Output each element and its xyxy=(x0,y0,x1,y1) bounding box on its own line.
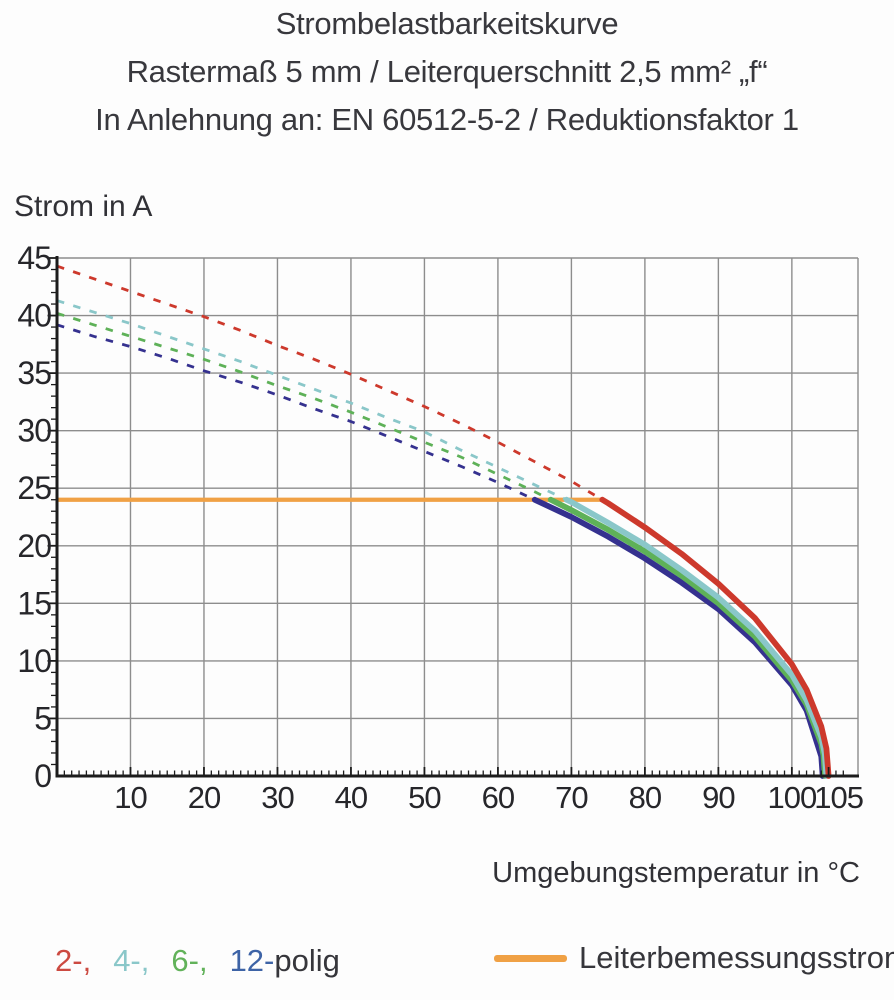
title-line-3: In Anlehnung an: EN 60512-5-2 / Reduktio… xyxy=(95,102,799,137)
rated-current-swatch-icon xyxy=(494,954,567,962)
y-tick-label: 15 xyxy=(17,585,51,621)
y-tick-label: 25 xyxy=(17,470,51,506)
legend-12-number: 12- xyxy=(229,943,275,978)
legend-rated-current: Leiterbemessungsstrom xyxy=(494,941,894,975)
curve-6-polig-solid xyxy=(547,496,828,779)
x-tick-label: 40 xyxy=(335,780,368,815)
x-tick-label: 60 xyxy=(482,780,515,815)
curve-12-polig-dashed xyxy=(56,323,536,501)
curve-2-polig-solid xyxy=(599,496,832,779)
y-tick-label: 30 xyxy=(17,413,51,449)
curve-12-polig-solid xyxy=(531,496,826,779)
x-tick-label: 70 xyxy=(555,780,588,815)
y-tick-label: 5 xyxy=(34,700,51,736)
x-axis-title: Umgebungstemperatur in °C xyxy=(492,857,860,889)
curve-4-polig-solid xyxy=(563,496,830,779)
y-tick-label: 0 xyxy=(34,758,51,794)
y-tick-label: 40 xyxy=(17,298,51,334)
x-tick-label: 100 xyxy=(768,780,817,815)
curve-4-polig-dashed xyxy=(56,299,568,501)
curve-2-polig-dashed xyxy=(56,264,604,501)
y-axis-title: Strom in A xyxy=(14,190,153,223)
y-tick-label: 10 xyxy=(17,643,51,679)
y-tick-label: 35 xyxy=(17,355,51,391)
legend-polig-word: polig xyxy=(274,943,340,978)
y-tick-label: 20 xyxy=(17,528,51,564)
legend-item-4-polig: 4-, xyxy=(113,943,150,978)
x-tick-label: 80 xyxy=(629,780,662,815)
curve-6-polig-dashed xyxy=(56,311,552,501)
x-tick-label: 90 xyxy=(702,780,735,815)
legend-rated-label: Leiterbemessungsstrom xyxy=(579,940,894,975)
y-tick-label: 45 xyxy=(17,240,51,276)
title-line-1: Strombelastbarkeitskurve xyxy=(275,6,619,41)
x-tick-label: 10 xyxy=(114,780,147,815)
chart-title-block: Strombelastbarkeitskurve Rastermaß 5 mm … xyxy=(0,0,894,144)
legend-poles: 2-, 4-, 6-, 12- polig xyxy=(55,944,340,978)
legend-item-12-polig: 12- polig xyxy=(230,944,340,978)
x-tick-label: 50 xyxy=(408,780,441,815)
legend-item-6-polig: 6-, xyxy=(171,943,208,978)
legend-item-2-polig: 2-, xyxy=(55,943,92,978)
x-tick-label: 105 xyxy=(814,780,863,815)
title-line-2: Rastermaß 5 mm / Leiterquerschnitt 2,5 m… xyxy=(126,54,768,89)
x-tick-label: 20 xyxy=(188,780,221,815)
x-tick-label: 30 xyxy=(261,780,294,815)
